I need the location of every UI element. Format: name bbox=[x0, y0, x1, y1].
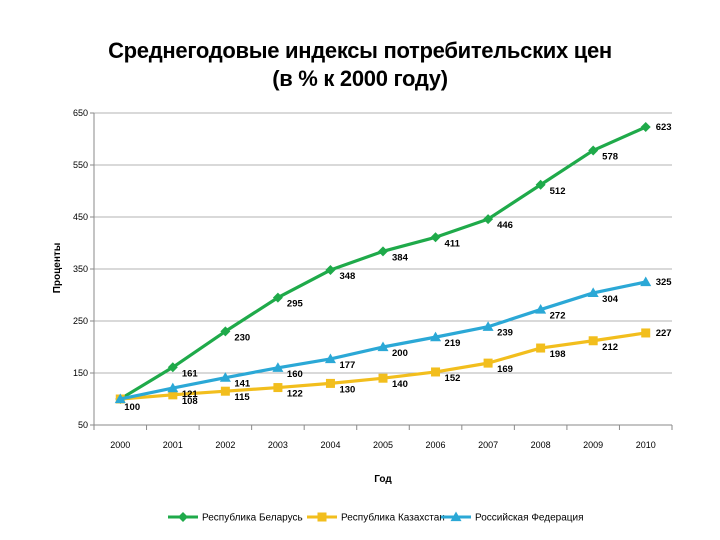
series-2-point-2007 bbox=[482, 321, 494, 331]
x-tick-2009: 2009 bbox=[583, 440, 603, 450]
y-tick-150: 150 bbox=[73, 368, 88, 378]
x-tick-2010: 2010 bbox=[636, 440, 656, 450]
y-tick-labels: 50 150 250 350 450 550 650 bbox=[73, 108, 88, 430]
axes bbox=[90, 112, 673, 430]
series-2-point-2009 bbox=[587, 287, 599, 298]
series-2-point-2004 bbox=[324, 353, 336, 364]
data-label-1-2004: 130 bbox=[339, 384, 355, 395]
data-label-2-2006: 219 bbox=[445, 338, 461, 349]
data-label-2-2001: 121 bbox=[182, 389, 199, 400]
x-tick-2008: 2008 bbox=[531, 440, 551, 450]
data-label-0-2010: 623 bbox=[656, 122, 672, 133]
x-tick-2006: 2006 bbox=[426, 440, 446, 450]
data-label-0-2002: 230 bbox=[234, 332, 250, 343]
series-1-point-2007 bbox=[483, 358, 493, 368]
legend-marker-2 bbox=[450, 511, 462, 522]
series-2-point-2010 bbox=[640, 276, 652, 287]
series-2-point-2001 bbox=[167, 382, 179, 393]
data-label-0-2008: 512 bbox=[550, 186, 566, 197]
series-0-point-2004 bbox=[325, 265, 336, 276]
data-label-0-2003: 295 bbox=[287, 299, 304, 310]
chart-title: Среднегодовые индексы потребительских це… bbox=[108, 38, 612, 63]
y-tick-450: 450 bbox=[73, 212, 88, 222]
x-tick-2007: 2007 bbox=[478, 440, 498, 450]
legend-marker-0 bbox=[178, 512, 188, 522]
series-0-point-2001 bbox=[167, 362, 178, 373]
x-tick-2001: 2001 bbox=[163, 440, 183, 450]
data-label-1-2006: 152 bbox=[445, 373, 461, 384]
data-label-0-2001: 161 bbox=[182, 368, 199, 379]
series-line-0 bbox=[118, 125, 648, 401]
data-label-2-2007: 239 bbox=[497, 328, 513, 339]
data-labels: 161 230 295 348 384 411 446 512 578 623 100 108 115 1… bbox=[124, 122, 672, 413]
x-tick-2003: 2003 bbox=[268, 440, 288, 450]
data-label-2-2003: 160 bbox=[287, 369, 303, 380]
y-tick-650: 650 bbox=[73, 108, 88, 118]
x-tick-2002: 2002 bbox=[215, 440, 235, 450]
series-2-point-2006 bbox=[430, 331, 442, 342]
data-label-0-2007: 446 bbox=[497, 220, 513, 231]
series-2-point-2003 bbox=[272, 362, 284, 372]
series-1-point-2001 bbox=[168, 390, 178, 400]
series-0-point-2003 bbox=[272, 292, 283, 303]
data-label-1-2001: 108 bbox=[182, 396, 198, 407]
data-label-0-2009: 578 bbox=[602, 151, 618, 162]
series-1-point-2009 bbox=[588, 336, 598, 346]
legend-label-1: Республика Казахстан bbox=[341, 512, 445, 524]
series-0-point-2010 bbox=[640, 122, 651, 133]
x-tick-2000: 2000 bbox=[110, 440, 130, 450]
series-2-point-2008 bbox=[535, 304, 547, 314]
data-label-1-2007: 169 bbox=[497, 364, 513, 375]
series-1-point-2006 bbox=[431, 367, 441, 377]
data-label-1-2000: 100 bbox=[124, 402, 140, 413]
series-group bbox=[114, 122, 652, 404]
x-axis-label: Год bbox=[374, 474, 392, 485]
series-1-point-2002 bbox=[220, 386, 230, 396]
series-0-point-2008 bbox=[535, 179, 546, 190]
legend: Республика Беларусь Республика Казахстан Р… bbox=[168, 511, 584, 524]
series-1-point-2008 bbox=[536, 343, 546, 353]
series-2-point-2005 bbox=[377, 341, 389, 352]
data-label-2-2010: 325 bbox=[656, 277, 673, 288]
chart-subtitle: (в % к 2000 году) bbox=[272, 66, 448, 91]
series-1-point-2003 bbox=[273, 383, 283, 393]
series-1-point-2010 bbox=[641, 328, 651, 338]
data-label-1-2003: 122 bbox=[287, 389, 303, 400]
data-label-1-2008: 198 bbox=[550, 349, 566, 360]
series-0-point-2009 bbox=[588, 145, 599, 156]
series-0-point-2006 bbox=[430, 232, 441, 243]
data-label-1-2010: 227 bbox=[656, 328, 672, 339]
data-label-0-2006: 411 bbox=[445, 238, 461, 249]
series-1-point-2004 bbox=[325, 378, 335, 388]
series-1-point-2005 bbox=[378, 373, 388, 383]
series-2-point-2002 bbox=[219, 372, 231, 382]
data-label-0-2005: 384 bbox=[392, 252, 409, 263]
x-tick-2004: 2004 bbox=[320, 440, 340, 450]
x-tick-labels: 2000 2001 2002 2003 2004 2005 2006 2007 2008 2009… bbox=[110, 440, 655, 450]
data-label-2-2008: 272 bbox=[550, 311, 566, 322]
series-0-point-2002 bbox=[220, 326, 231, 337]
y-tick-50: 50 bbox=[78, 420, 88, 430]
y-tick-350: 350 bbox=[73, 264, 88, 274]
y-axis-label: Проценты bbox=[52, 243, 63, 294]
legend-label-2: Российская Федерация bbox=[475, 513, 584, 524]
data-label-2-2009: 304 bbox=[602, 294, 619, 305]
series-0-point-2005 bbox=[378, 246, 388, 257]
data-label-1-2009: 212 bbox=[602, 342, 618, 353]
data-label-2-2002: 141 bbox=[234, 379, 251, 390]
y-tick-550: 550 bbox=[73, 160, 88, 170]
data-label-2-2005: 200 bbox=[392, 348, 408, 359]
series-0-point-2007 bbox=[483, 214, 494, 225]
legend-marker-1 bbox=[317, 512, 327, 522]
data-label-0-2004: 348 bbox=[339, 271, 355, 282]
y-tick-250: 250 bbox=[73, 316, 88, 326]
series-2-point-2000 bbox=[114, 393, 126, 404]
legend-label-0: Республика Беларусь bbox=[202, 512, 303, 524]
data-label-1-2005: 140 bbox=[392, 379, 408, 390]
x-tick-2005: 2005 bbox=[373, 440, 393, 450]
data-label-1-2002: 115 bbox=[234, 392, 250, 403]
data-label-2-2004: 177 bbox=[339, 360, 355, 371]
